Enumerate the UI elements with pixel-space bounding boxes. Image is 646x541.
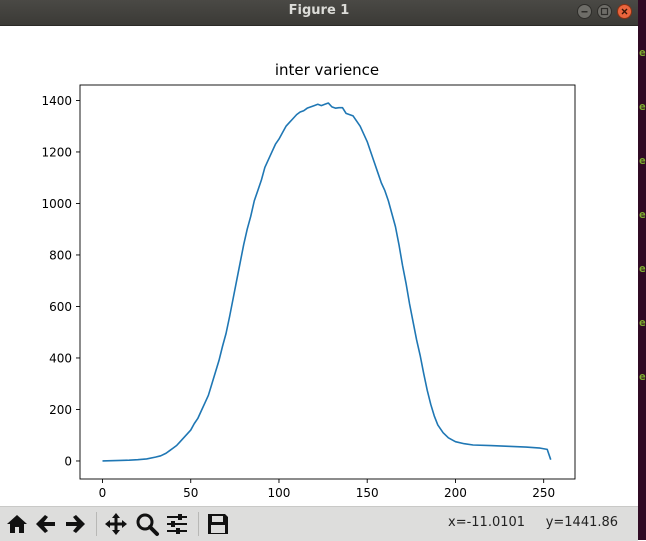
zoom-button[interactable]: [134, 511, 160, 537]
y-tick-label: 800: [49, 248, 72, 262]
configure-subplots-icon: [167, 514, 187, 534]
back-arrow-icon: [36, 515, 55, 533]
maximize-icon: [600, 7, 609, 16]
minimize-button[interactable]: [577, 4, 592, 19]
toolbar-separator: [198, 512, 199, 536]
close-button[interactable]: [617, 4, 632, 19]
terminal-glyph: e: [639, 316, 646, 329]
back-button[interactable]: [33, 511, 59, 537]
figure-canvas[interactable]: inter varience 0 50 100 150 200 250 0 200 400 60…: [0, 26, 638, 506]
line-chart[interactable]: inter varience 0 50 100 150 200 250 0 200 400 60…: [0, 26, 638, 506]
pan-button[interactable]: [103, 511, 129, 537]
y-tick-label: 400: [49, 351, 72, 365]
navigation-toolbar: x=-11.0101 y=1441.86: [0, 506, 638, 541]
x-tick-label: 250: [532, 486, 555, 500]
x-axis: 0 50 100 150 200 250: [99, 479, 555, 500]
forward-arrow-icon: [66, 515, 85, 533]
background-terminal: e e e e e e e: [638, 0, 646, 540]
y-tick-label: 1400: [41, 94, 72, 108]
close-icon: [621, 8, 628, 15]
configure-subplots-button[interactable]: [164, 511, 190, 537]
terminal-glyph: e: [639, 154, 646, 167]
home-icon: [7, 515, 27, 533]
save-icon: [208, 514, 228, 534]
terminal-glyph: e: [639, 208, 646, 221]
home-button[interactable]: [4, 511, 30, 537]
pan-icon: [105, 513, 127, 535]
y-tick-label: 1200: [41, 145, 72, 159]
zoom-icon: [136, 513, 159, 536]
y-tick-label: 1000: [41, 197, 72, 211]
window-titlebar[interactable]: Figure 1: [0, 0, 638, 26]
y-tick-label: 200: [49, 403, 72, 417]
cursor-coordinates: x=-11.0101 y=1441.86: [448, 515, 619, 530]
terminal-glyph: e: [639, 262, 646, 275]
save-button[interactable]: [205, 511, 231, 537]
window-title: Figure 1: [288, 3, 350, 18]
x-tick-label: 50: [183, 486, 198, 500]
forward-button[interactable]: [62, 511, 88, 537]
toolbar-separator: [96, 512, 97, 536]
y-axis: 0 200 400 600 800 1000 1200 1400: [41, 94, 80, 468]
y-tick-label: 0: [64, 454, 72, 468]
x-tick-label: 150: [356, 486, 379, 500]
x-tick-label: 100: [268, 486, 291, 500]
maximize-button[interactable]: [597, 4, 612, 19]
x-tick-label: 0: [99, 486, 107, 500]
terminal-glyph: e: [639, 370, 646, 383]
terminal-glyph: e: [639, 46, 646, 59]
chart-title: inter varience: [275, 61, 379, 79]
minimize-icon: [581, 11, 588, 13]
y-tick-label: 600: [49, 300, 72, 314]
series-line: [102, 102, 552, 462]
x-tick-label: 200: [444, 486, 467, 500]
axes-frame: [79, 84, 576, 480]
terminal-glyph: e: [639, 100, 646, 113]
